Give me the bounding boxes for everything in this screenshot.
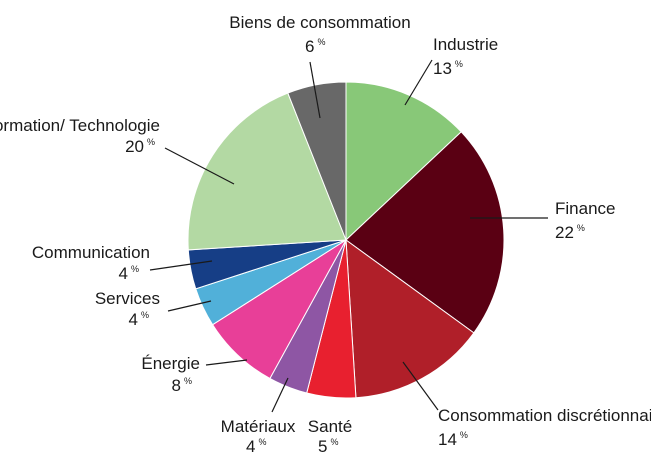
slice-value-consommation-discretionnaire: 14% (438, 430, 468, 449)
leader-line-consommation-discretionnaire (402, 361, 439, 411)
slice-label-communication: Communication (32, 243, 150, 262)
leader-line-biens-de-consommation (309, 61, 321, 119)
slice-label-materiaux: Matériaux (221, 417, 296, 436)
leader-lines (149, 59, 548, 413)
slice-industrie (345, 81, 462, 242)
slice-label-services: Services (95, 289, 160, 308)
slice-label-consommation-discretionnaire: Consommation discrétionnaire (438, 406, 651, 425)
slice-value-finance: 22% (555, 223, 585, 242)
slice-labels: Industrie 13 % Finance 22 % Consommation discr… (0, 13, 651, 455)
slice-label-energie: Énergie (141, 354, 200, 373)
slice-label-biens-de-consommation: Biens de consommation (229, 13, 410, 32)
leader-line-materiaux (271, 377, 289, 413)
slice-label-sante: Santé (308, 417, 352, 436)
leader-line-information-technologie (164, 147, 235, 185)
slice-value-sante: 5% (318, 437, 338, 455)
slice-value-industrie: 13% (433, 59, 463, 78)
slice-value-services: 4% (129, 310, 149, 329)
slice-value-information-technologie: 20% (125, 137, 155, 156)
leader-line-industrie (404, 59, 433, 106)
pie-slices (187, 81, 505, 399)
leader-line-services (167, 300, 212, 312)
slice-label-finance: Finance (555, 199, 615, 218)
slice-consommation-discretionnaire (345, 238, 475, 399)
slice-information-technologie (187, 92, 347, 251)
slice-value-communication: 4% (119, 264, 139, 283)
slice-value-materiaux: 4% (246, 437, 266, 455)
slice-biens-de-consommation (287, 81, 347, 241)
slice-value-biens-de-consommation: 6% (305, 37, 325, 56)
slice-label-information-technologie: Information/ Technologie (0, 116, 160, 135)
leader-line-communication (149, 260, 213, 271)
slice-label-industrie: Industrie (433, 35, 498, 54)
leader-line-energie (205, 359, 248, 366)
slice-value-energie: 8% (172, 376, 192, 395)
slice-finance (345, 131, 505, 334)
